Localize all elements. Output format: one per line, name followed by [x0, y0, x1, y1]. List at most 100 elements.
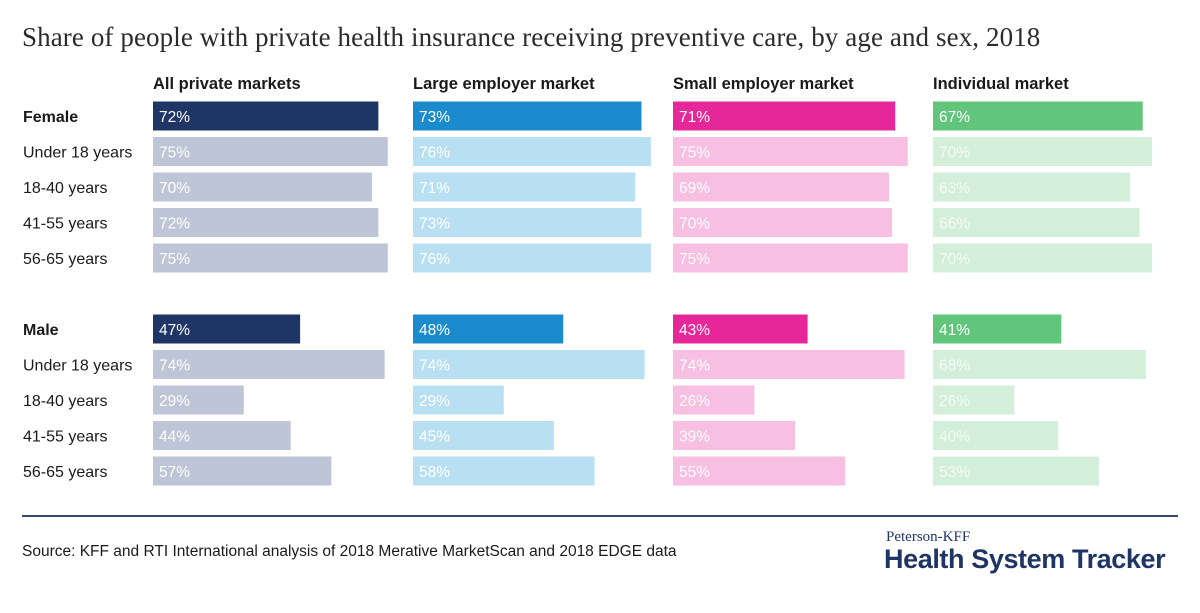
bar-value-label: 74%	[159, 358, 190, 375]
bar-total	[153, 314, 301, 344]
bar	[153, 456, 332, 486]
bar-total	[413, 101, 642, 131]
bar-value-label: 75%	[159, 145, 190, 162]
bar	[153, 421, 291, 450]
bar	[933, 137, 1153, 166]
bar	[413, 456, 595, 486]
bar-total	[153, 101, 379, 131]
bar-value-label: 58%	[419, 464, 450, 481]
bar-value-label: 55%	[679, 464, 710, 481]
bar	[673, 208, 893, 237]
bar-value-label: 57%	[159, 464, 190, 481]
row-label: 56-65 years	[23, 251, 108, 268]
bar	[413, 137, 651, 166]
bar-value-label: 72%	[159, 216, 190, 233]
bar-value-label: 44%	[159, 429, 190, 446]
bar	[933, 421, 1059, 450]
bar-value-label: 74%	[679, 358, 710, 375]
bar-value-label: 26%	[939, 393, 970, 410]
bar	[933, 350, 1146, 379]
row-label: 18-40 years	[23, 393, 108, 410]
panel-header: Individual market	[933, 75, 1069, 93]
bar	[413, 350, 645, 379]
bar-total	[413, 314, 564, 344]
bar	[153, 137, 388, 166]
bar	[153, 208, 379, 237]
bar	[673, 172, 889, 202]
bar-value-label: 71%	[679, 109, 710, 126]
bar-value-label: 45%	[419, 429, 450, 446]
source-note: Source: KFF and RTI International analys…	[22, 543, 677, 560]
bar-value-label: 26%	[679, 393, 710, 410]
brand-logo-main: Health System Tracker	[884, 544, 1166, 574]
bar-value-label: 76%	[419, 145, 450, 162]
bar	[673, 421, 796, 450]
bar	[153, 385, 244, 415]
bar-total	[673, 101, 896, 131]
bar-total	[673, 314, 808, 344]
bar-value-label: 68%	[939, 358, 970, 375]
bar	[413, 208, 642, 237]
bar	[673, 243, 908, 273]
bar	[153, 243, 388, 273]
bar	[673, 385, 755, 415]
bar-value-label: 75%	[679, 145, 710, 162]
brand-logo-top: Peterson-KFF	[886, 529, 971, 545]
bar	[933, 172, 1131, 202]
bar	[413, 172, 636, 202]
bar-value-label: 75%	[679, 251, 710, 268]
panel-header: All private markets	[153, 75, 301, 93]
row-label: Under 18 years	[23, 145, 132, 162]
bar-value-label: 75%	[159, 251, 190, 268]
bar-total	[933, 101, 1143, 131]
row-label: 41-55 years	[23, 216, 108, 233]
bar-value-label: 76%	[419, 251, 450, 268]
bar-value-label: 40%	[939, 429, 970, 446]
bar	[933, 243, 1153, 273]
panel-header: Small employer market	[673, 75, 854, 93]
bar-chart: All private markets Large employer market…	[23, 75, 1153, 486]
bar-total	[933, 314, 1062, 344]
bar-value-label: 71%	[419, 180, 450, 197]
group-label: Female	[23, 109, 78, 126]
bar-value-label: 74%	[419, 358, 450, 375]
divider	[22, 515, 1178, 517]
bar	[673, 456, 846, 486]
bar-value-label: 48%	[419, 322, 450, 339]
bar-value-label: 70%	[939, 145, 970, 162]
panel-header: Large employer market	[413, 75, 595, 93]
bar-value-label: 66%	[939, 216, 970, 233]
bar	[413, 243, 651, 273]
bar-value-label: 73%	[419, 216, 450, 233]
bar-value-label: 53%	[939, 464, 970, 481]
bar-value-label: 29%	[419, 393, 450, 410]
row-label: 18-40 years	[23, 180, 108, 197]
row-label: 41-55 years	[23, 429, 108, 446]
row-label: 56-65 years	[23, 464, 108, 481]
bar	[933, 385, 1015, 415]
bar-value-label: 70%	[679, 216, 710, 233]
bar	[933, 208, 1140, 237]
group-label: Male	[23, 322, 59, 339]
bar	[153, 172, 373, 202]
row-label: Under 18 years	[23, 358, 132, 375]
bar	[673, 350, 905, 379]
bar-value-label: 39%	[679, 429, 710, 446]
bar-value-label: 69%	[679, 180, 710, 197]
bar	[413, 385, 504, 415]
chart-title: Share of people with private health insu…	[22, 22, 1041, 52]
bar-value-label: 63%	[939, 180, 970, 197]
bar-value-label: 73%	[419, 109, 450, 126]
bar-value-label: 72%	[159, 109, 190, 126]
bar-value-label: 47%	[159, 322, 190, 339]
bar-value-label: 70%	[939, 251, 970, 268]
bar-value-label: 43%	[679, 322, 710, 339]
bar-value-label: 29%	[159, 393, 190, 410]
bar	[413, 421, 554, 450]
bar-value-label: 70%	[159, 180, 190, 197]
bar	[153, 350, 385, 379]
bar-value-label: 41%	[939, 322, 970, 339]
bar	[673, 137, 908, 166]
bar-value-label: 67%	[939, 109, 970, 126]
bar	[933, 456, 1099, 486]
